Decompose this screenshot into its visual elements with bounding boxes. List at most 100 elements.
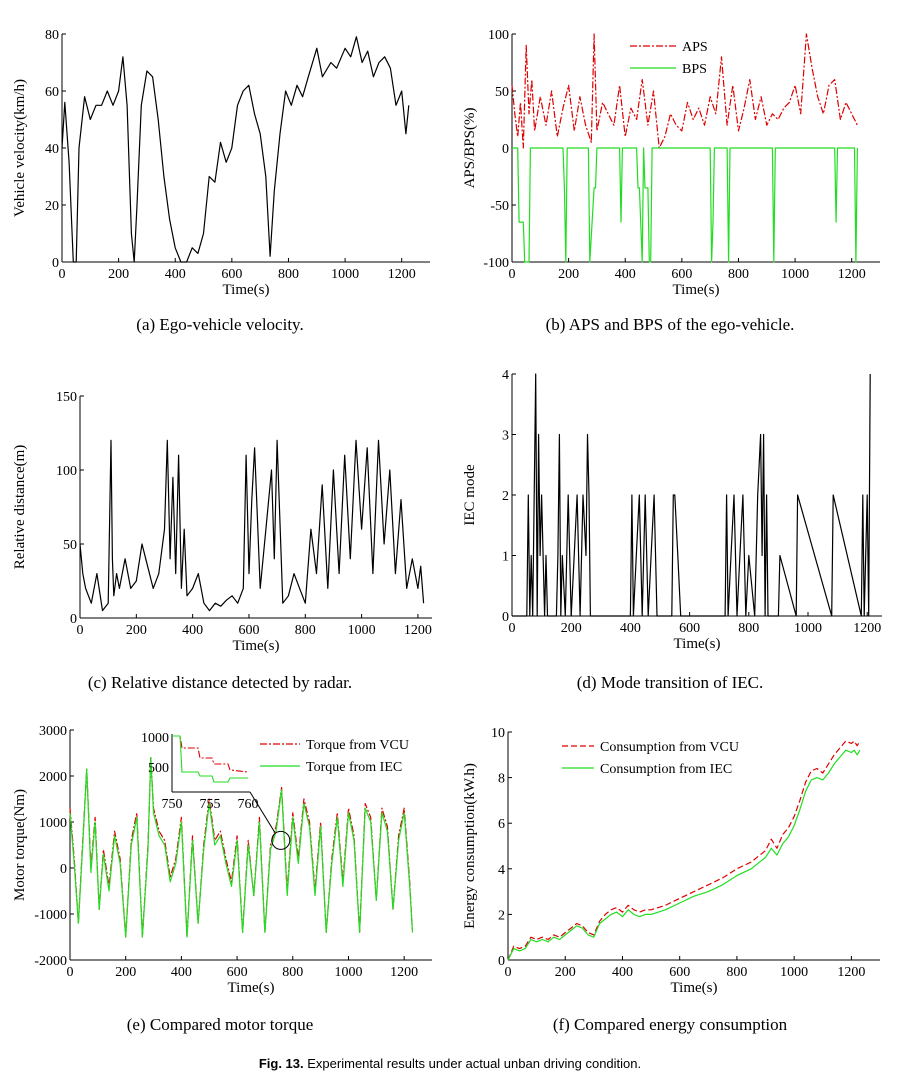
y-tick-label: 150	[56, 390, 77, 405]
y-tick-label: 20	[45, 199, 59, 214]
x-tick-label: 1200	[838, 267, 866, 282]
x-tick-label: 800	[728, 267, 749, 282]
chart-panel-b: 0 200 400 600 800 1000 1200 -100 -50 0 50 100 Time(s…	[462, 28, 880, 298]
x-tick-label: 600	[679, 621, 700, 636]
x-tick-label: 600	[671, 267, 692, 282]
figure-label: Fig. 13.	[258, 1056, 304, 1071]
y-tick-label: 3000	[39, 724, 67, 739]
caption-a: (a) Ego-vehicle velocity.	[136, 315, 304, 334]
x-axis-label: Time(s)	[228, 980, 275, 996]
chart-panel-a: 0 200 400 600 800 1000 1200 0 20 40 60 80 Time(s) Veh…	[12, 28, 430, 298]
y-tick-label: 2	[498, 908, 505, 923]
inset-x-tick-label: 755	[200, 797, 221, 812]
y-tick-label: 8	[498, 772, 505, 787]
y-tick-label: 10	[491, 726, 505, 741]
zoom-arrow	[249, 791, 276, 833]
inset-x-tick-label: 750	[162, 797, 183, 812]
x-tick-label: 1200	[853, 621, 881, 636]
x-tick-label: 200	[115, 965, 136, 980]
y-tick-label: 0	[52, 256, 59, 271]
x-tick-label: 1000	[794, 621, 822, 636]
x-tick-label: 200	[555, 965, 576, 980]
y-tick-label: 4	[502, 368, 509, 383]
inset-line-vcu	[172, 735, 249, 773]
y-tick-label: 60	[45, 85, 59, 100]
x-tick-label: 600	[238, 623, 259, 638]
y-tick-label: 0	[70, 612, 77, 627]
y-tick-label: 3	[502, 429, 509, 444]
y-tick-label: -100	[483, 256, 509, 271]
x-tick-label: 800	[282, 965, 303, 980]
y-axis-label: Vehicle velocity(km/h)	[12, 79, 28, 217]
x-tick-label: 200	[126, 623, 147, 638]
x-tick-label: 800	[278, 267, 299, 282]
y-axis-label: Relative distance(m)	[12, 445, 28, 570]
x-tick-label: 800	[738, 621, 759, 636]
series-line-velocity	[61, 36, 410, 263]
inset-y-tick-label: 500	[148, 761, 169, 776]
legend-label: APS	[682, 40, 708, 55]
x-tick-label: 1000	[334, 965, 362, 980]
x-tick-label: 200	[108, 267, 129, 282]
x-tick-label: 600	[227, 965, 248, 980]
x-tick-label: 0	[509, 267, 516, 282]
y-axis-label: APS/BPS(%)	[462, 108, 478, 189]
x-tick-label: 1200	[390, 965, 418, 980]
y-tick-label: 100	[488, 28, 509, 43]
x-tick-label: 400	[620, 621, 641, 636]
x-tick-label: 400	[171, 965, 192, 980]
series-line-aps	[511, 33, 858, 149]
x-tick-label: 1200	[837, 965, 865, 980]
x-tick-label: 200	[558, 267, 579, 282]
x-tick-label: 1000	[780, 965, 808, 980]
y-tick-label: -1000	[34, 908, 67, 923]
chart-panel-e: 0 200 400 600 800 1000 1200 -2000 -1000 0 1000 2000…	[12, 724, 432, 996]
inset-x-tick-label: 760	[238, 797, 259, 812]
y-tick-label: 0	[60, 862, 67, 877]
x-axis-label: Time(s)	[673, 282, 720, 298]
legend-label: Consumption from IEC	[600, 762, 732, 777]
x-tick-label: 0	[505, 965, 512, 980]
x-tick-label: 200	[561, 621, 582, 636]
series-line-mode	[512, 373, 871, 617]
x-tick-label: 0	[67, 965, 74, 980]
y-tick-label: 1000	[39, 816, 67, 831]
y-tick-label: 50	[63, 538, 77, 553]
y-tick-label: 40	[45, 142, 59, 157]
x-axis-label: Time(s)	[671, 980, 718, 996]
y-tick-label: 0	[502, 610, 509, 625]
series-line-bps	[512, 147, 858, 263]
y-axis-label: Energy consumption(kW.h)	[462, 763, 478, 929]
caption-b: (b) APS and BPS of the ego-vehicle.	[545, 315, 795, 334]
caption-e: (e) Compared motor torque	[126, 1015, 314, 1034]
x-tick-label: 1000	[331, 267, 359, 282]
y-tick-label: 50	[495, 85, 509, 100]
x-tick-label: 1200	[404, 623, 432, 638]
y-axis-label: Motor torque(Nm)	[12, 789, 28, 901]
x-tick-label: 1200	[388, 267, 416, 282]
y-tick-label: -2000	[34, 954, 67, 969]
legend-label: Torque from IEC	[306, 760, 402, 775]
y-tick-label: 100	[56, 464, 77, 479]
caption-f: (f) Compared energy consumption	[552, 1015, 788, 1034]
x-tick-label: 600	[669, 965, 690, 980]
x-tick-label: 400	[165, 267, 186, 282]
x-axis-label: Time(s)	[223, 282, 270, 298]
x-tick-label: 400	[182, 623, 203, 638]
x-tick-label: 400	[615, 267, 636, 282]
y-tick-label: 6	[498, 817, 505, 832]
zoom-circle	[271, 830, 291, 850]
y-tick-label: 4	[498, 863, 505, 878]
y-tick-label: 2000	[39, 770, 67, 785]
x-tick-label: 0	[509, 621, 516, 636]
x-tick-label: 1000	[781, 267, 809, 282]
x-tick-label: 0	[59, 267, 66, 282]
figure-caption: Fig. 13. Experimental results under actu…	[0, 1056, 900, 1071]
x-tick-label: 600	[221, 267, 242, 282]
x-tick-label: 0	[77, 623, 84, 638]
y-tick-label: 0	[502, 142, 509, 157]
y-tick-label: 0	[498, 954, 505, 969]
y-tick-label: -50	[490, 199, 509, 214]
inset-line-iec	[172, 735, 248, 783]
x-axis-label: Time(s)	[674, 636, 721, 652]
